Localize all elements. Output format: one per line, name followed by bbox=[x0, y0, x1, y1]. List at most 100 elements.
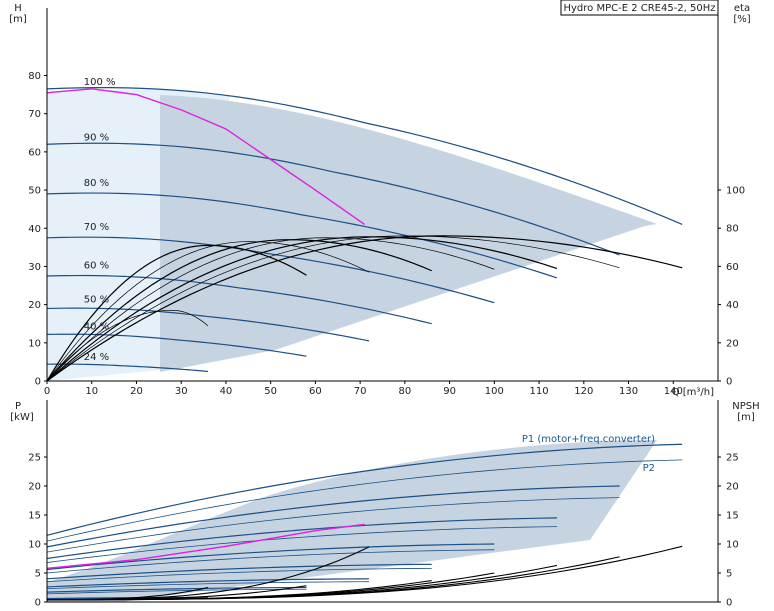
npsh-tick-label: 20 bbox=[726, 482, 739, 493]
head-curve-1 bbox=[46, 142, 620, 256]
p1-curve-2 bbox=[46, 517, 557, 560]
p-tick-label: 25 bbox=[28, 453, 41, 464]
power-panel: 0 5 10 15 20 25 0 5 10 15 20 25 P[kW] NPSH[m] P1 (moto… bbox=[10, 400, 760, 609]
legend-p2: P2 bbox=[643, 463, 655, 474]
y-tick-label: 80 bbox=[28, 71, 41, 82]
npsh-axis-title: NPSH bbox=[732, 401, 759, 412]
speed-label: 100 % bbox=[84, 77, 116, 88]
y-tick-label: 30 bbox=[28, 262, 41, 273]
p2-curve-6 bbox=[46, 588, 307, 595]
x-tick-label: 140 bbox=[664, 386, 683, 397]
x-tick-label: 50 bbox=[264, 386, 277, 397]
p2-curve-5 bbox=[46, 581, 370, 590]
efficiency-curve-1 bbox=[46, 235, 620, 382]
head-curve-0 bbox=[46, 87, 683, 225]
p-tick-label: 15 bbox=[28, 511, 41, 522]
y-tick-label: 0 bbox=[35, 377, 41, 388]
y-tick-label: 20 bbox=[28, 300, 41, 311]
efficiency-curve-7 bbox=[46, 309, 209, 382]
npsh-curve-7 bbox=[46, 586, 209, 601]
speed-label: 90 % bbox=[84, 132, 109, 143]
head-curve-3 bbox=[46, 236, 495, 304]
y2-tick-label: 20 bbox=[726, 338, 739, 349]
y2-tick-label: 60 bbox=[726, 262, 739, 273]
efficiency-curve-3 bbox=[46, 237, 495, 382]
x-tick-label: 40 bbox=[220, 386, 233, 397]
x-axis-title: Q [m³/h] bbox=[672, 387, 714, 398]
chart-title: Hydro MPC-E 2 CRE45-2, 50Hz bbox=[563, 3, 715, 14]
y2-tick-label: 80 bbox=[726, 224, 739, 235]
x-tick-label: 120 bbox=[574, 386, 593, 397]
y-axis-title: H bbox=[14, 3, 22, 14]
p2-curve-4 bbox=[46, 567, 432, 583]
x-tick-label: 110 bbox=[530, 386, 549, 397]
p1-curve-6 bbox=[46, 586, 307, 593]
speed-label: 40 % bbox=[84, 321, 109, 332]
p-tick-label: 10 bbox=[28, 540, 41, 551]
efficiency-curve-5 bbox=[46, 241, 370, 382]
y-tick-label: 50 bbox=[28, 186, 41, 197]
x-tick-label: 10 bbox=[85, 386, 98, 397]
y2-tick-label: 100 bbox=[726, 186, 745, 197]
speed-label: 60 % bbox=[84, 260, 109, 271]
system-power-curve bbox=[46, 523, 365, 570]
p2-curve-1 bbox=[46, 497, 620, 553]
x-tick-label: 70 bbox=[354, 386, 367, 397]
x-tick-label: 0 bbox=[44, 386, 50, 397]
efficiency-curve-6 bbox=[46, 244, 307, 382]
p2-curve-3 bbox=[46, 549, 495, 574]
x-tick-label: 20 bbox=[130, 386, 143, 397]
power-region-dark bbox=[47, 440, 657, 602]
head-curve-2 bbox=[46, 192, 558, 279]
system-curve bbox=[46, 88, 366, 226]
p-tick-label: 20 bbox=[28, 482, 41, 493]
x-tick-label: 90 bbox=[443, 386, 456, 397]
operating-region-dark bbox=[160, 95, 657, 372]
npsh-tick-label: 5 bbox=[726, 569, 732, 580]
speed-label: 70 % bbox=[84, 222, 109, 233]
p1-curve-5 bbox=[46, 578, 370, 588]
p1-curve-4 bbox=[46, 563, 432, 580]
head-curve-4 bbox=[46, 274, 432, 325]
speed-label: 50 % bbox=[84, 295, 109, 306]
efficiency-curve-0 bbox=[46, 235, 683, 382]
head-curve-7 bbox=[46, 363, 209, 373]
x-tick-label: 130 bbox=[619, 386, 638, 397]
npsh-tick-label: 25 bbox=[726, 453, 739, 464]
x-tick-label: 60 bbox=[309, 386, 322, 397]
npsh-axis-unit: [m] bbox=[737, 412, 755, 423]
p-tick-label: 0 bbox=[35, 598, 41, 609]
p2-curve-0 bbox=[46, 459, 683, 542]
y-tick-label: 10 bbox=[28, 338, 41, 349]
x-tick-label: 30 bbox=[175, 386, 188, 397]
x-tick-label: 100 bbox=[485, 386, 504, 397]
npsh-tick-label: 0 bbox=[726, 598, 732, 609]
p-axis-unit: [kW] bbox=[10, 412, 34, 423]
y2-axis-unit: [%] bbox=[733, 14, 750, 25]
title-box bbox=[560, 0, 719, 16]
y-tick-label: 60 bbox=[28, 147, 41, 158]
p1-curve-1 bbox=[46, 485, 620, 548]
legend-p1: P1 (motor+freq.converter) bbox=[522, 434, 655, 445]
p1-curve-3 bbox=[46, 543, 495, 571]
p-axis-title: P bbox=[15, 401, 21, 412]
p2-curve-2 bbox=[46, 526, 557, 563]
y2-tick-label: 0 bbox=[726, 377, 732, 388]
head-panel: 0 10 20 30 40 50 60 70 80 0 20 40 60 80 100 0 10 20 30 40 50… bbox=[9, 0, 751, 398]
efficiency-curve-2 bbox=[46, 236, 558, 382]
npsh-tick-label: 15 bbox=[726, 511, 739, 522]
p1-curve-0 bbox=[46, 443, 683, 536]
npsh-tick-label: 10 bbox=[726, 540, 739, 551]
speed-label: 24 % bbox=[84, 352, 109, 363]
speed-label: 80 % bbox=[84, 178, 109, 189]
y-tick-label: 70 bbox=[28, 109, 41, 120]
efficiency-curve-4 bbox=[46, 239, 432, 382]
p-tick-label: 5 bbox=[35, 569, 41, 580]
x-tick-label: 80 bbox=[398, 386, 411, 397]
y2-axis-title: eta bbox=[734, 3, 750, 14]
y2-tick-label: 40 bbox=[726, 300, 739, 311]
y-tick-label: 40 bbox=[28, 224, 41, 235]
y-axis-unit: [m] bbox=[9, 14, 27, 25]
head-curve-5 bbox=[46, 307, 370, 342]
